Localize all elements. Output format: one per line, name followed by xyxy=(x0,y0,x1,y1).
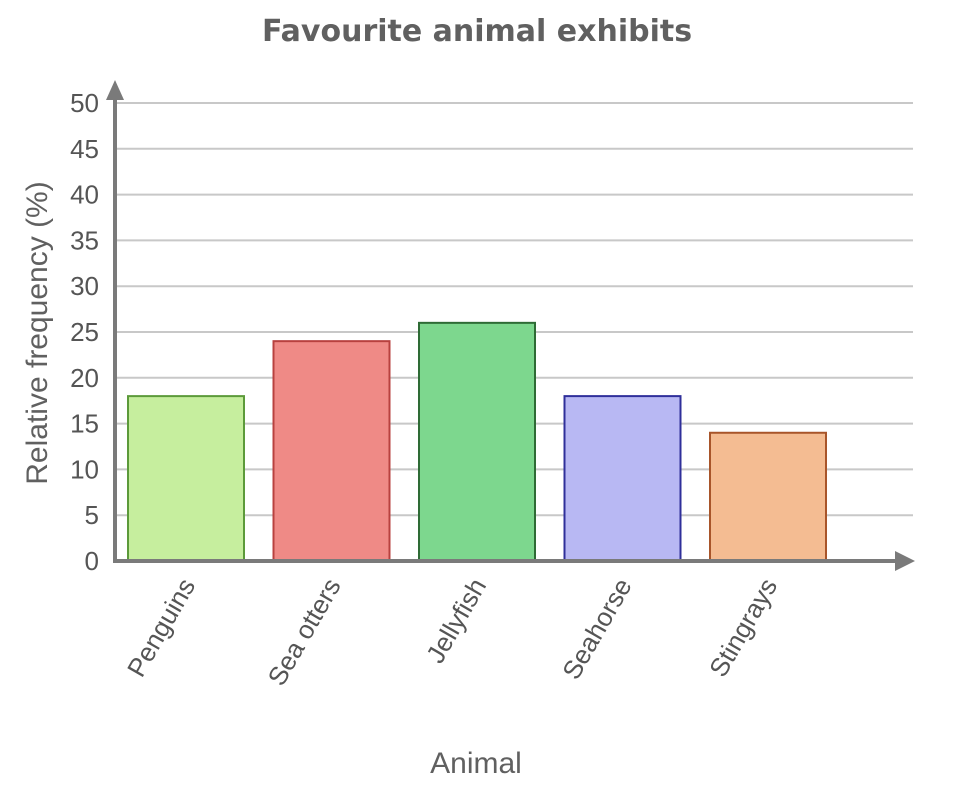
y-tick-label: 40 xyxy=(70,180,99,210)
bars xyxy=(127,321,827,563)
x-tick-labels: Penguins Sea otters Jellyfish Seahorse Sting… xyxy=(121,573,783,691)
bar xyxy=(418,321,536,562)
y-tick-label: 35 xyxy=(70,225,99,255)
y-tick-label: 5 xyxy=(85,500,99,530)
bar xyxy=(272,340,391,562)
x-tick-label: Seahorse xyxy=(556,573,638,684)
y-tick-label: 0 xyxy=(85,546,99,576)
bar xyxy=(563,395,682,562)
bar xyxy=(127,395,245,562)
axes xyxy=(106,80,915,571)
y-tick-label: 50 xyxy=(70,88,99,118)
x-axis-arrow-icon xyxy=(895,551,915,571)
y-tick-labels: 0 5 10 15 20 25 30 35 40 45 50 xyxy=(70,88,99,576)
y-tick-label: 10 xyxy=(70,454,99,484)
y-tick-label: 20 xyxy=(70,363,99,393)
y-axis-label: Relative frequency (%) xyxy=(21,181,54,484)
x-axis-label: Animal xyxy=(430,747,522,780)
x-tick-label: Sea otters xyxy=(261,573,346,691)
bar xyxy=(709,431,827,563)
y-tick-label: 30 xyxy=(70,271,99,301)
x-tick-label: Jellyfish xyxy=(420,573,492,668)
x-tick-label: Penguins xyxy=(121,573,201,682)
y-tick-label: 45 xyxy=(70,134,99,164)
y-axis-arrow-icon xyxy=(106,80,124,100)
y-tick-label: 25 xyxy=(70,317,99,347)
y-tick-label: 15 xyxy=(70,409,99,439)
x-tick-label: Stingrays xyxy=(703,573,783,682)
chart-title: Favourite animal exhibits xyxy=(262,14,692,49)
